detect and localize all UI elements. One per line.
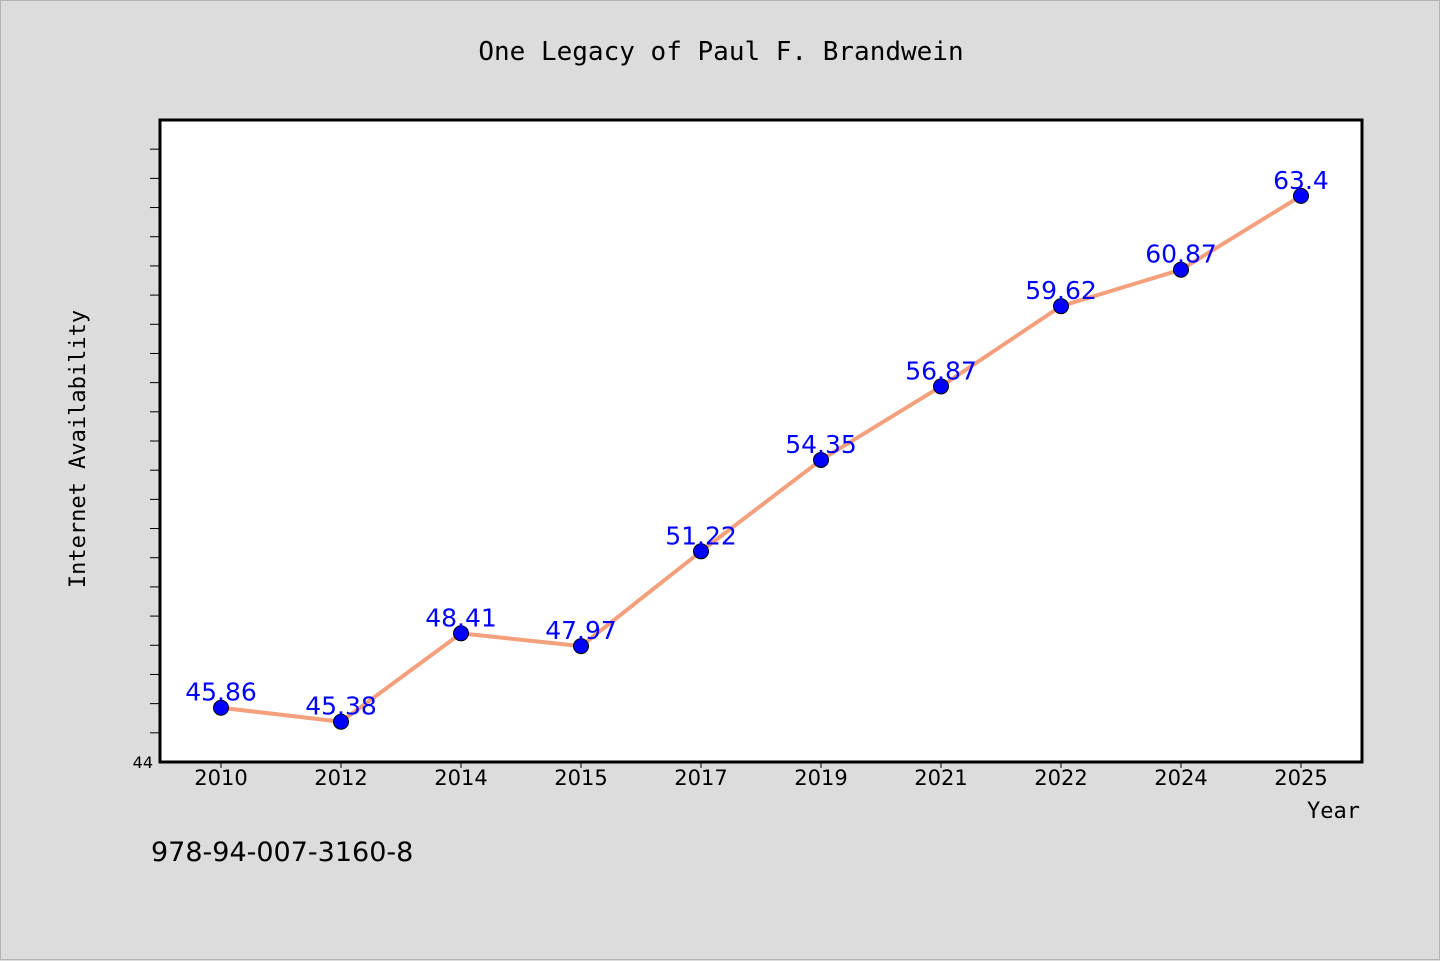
data-label: 60.87 (1145, 240, 1217, 269)
data-point (1293, 187, 1309, 204)
x-tick-label: 2010 (194, 766, 247, 790)
x-tick-label: 2021 (914, 766, 967, 790)
x-tick-label: 2017 (674, 766, 727, 790)
x-tick-label: 2015 (554, 766, 607, 790)
data-label: 54.35 (785, 430, 857, 459)
data-label: 51.22 (665, 521, 737, 550)
x-axis-title: Year (1307, 799, 1360, 824)
x-tick-label: 2022 (1034, 766, 1087, 790)
data-point (453, 625, 469, 642)
data-point (813, 451, 829, 468)
isbn-text: 978-94-007-3160-8 (151, 837, 414, 868)
data-point (1173, 261, 1189, 278)
data-point (693, 543, 709, 560)
y-tick-label: 44 (133, 753, 153, 772)
data-label: 47.97 (545, 616, 617, 645)
data-point (1053, 298, 1069, 315)
x-tick-label: 2024 (1154, 766, 1207, 790)
data-point (933, 378, 949, 395)
series-layer (213, 187, 1309, 730)
data-point (213, 699, 229, 716)
x-axis-ticks: 2010 2012 2014 2015 2017 2019 2021 2022 2024 2025 (194, 762, 1328, 790)
data-label: 48.41 (425, 603, 497, 632)
data-label: 63.4 (1273, 166, 1329, 195)
data-label: 45.38 (305, 692, 377, 721)
data-label: 45.86 (185, 678, 257, 707)
plot-frame (158, 118, 1364, 764)
data-labels: 45.86 45.38 48.41 47.97 51.22 54.35 56.87 59.62… (185, 166, 1329, 721)
data-point (333, 713, 349, 730)
y-axis-ticks (150, 148, 160, 734)
data-label: 59.62 (1025, 276, 1097, 305)
series-line (219, 193, 1303, 724)
x-tick-label: 2025 (1274, 766, 1327, 790)
x-tick-label: 2012 (314, 766, 367, 790)
data-label: 56.87 (905, 356, 977, 385)
data-point (573, 638, 589, 655)
x-tick-label: 2014 (434, 766, 487, 790)
y-axis-title: Internet Availability (66, 310, 91, 588)
plot-area (160, 120, 1362, 762)
chart-title: One Legacy of Paul F. Brandwein (478, 37, 964, 67)
x-tick-label: 2019 (794, 766, 847, 790)
